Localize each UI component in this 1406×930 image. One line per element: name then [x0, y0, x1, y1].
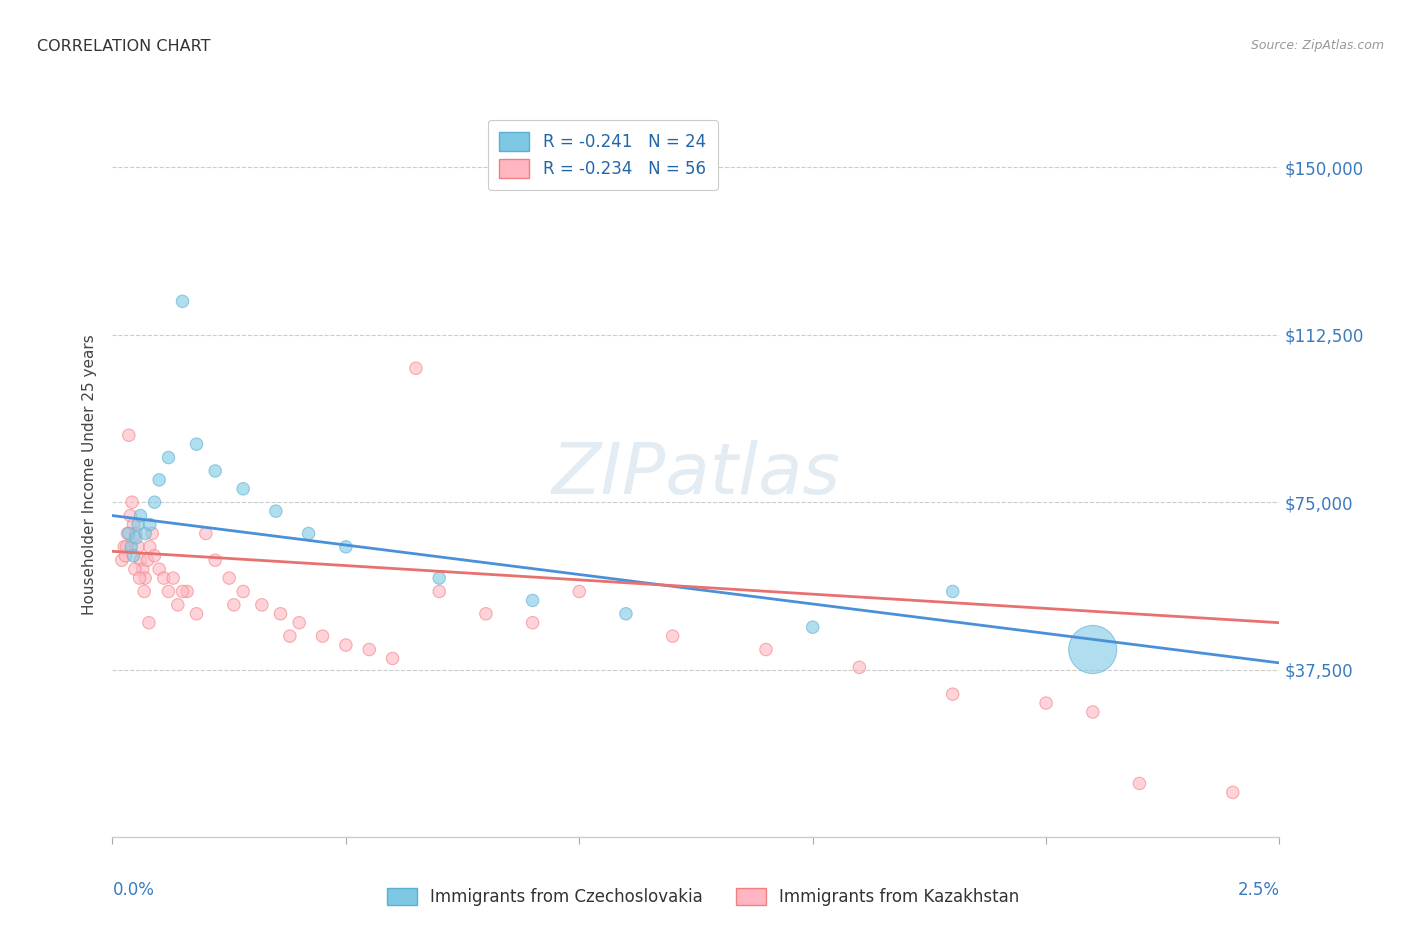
Point: [297, 526, 319, 541]
Point: [427, 584, 450, 599]
Point: [614, 606, 637, 621]
Point: [120, 508, 142, 523]
Point: [118, 526, 141, 541]
Point: [125, 526, 148, 541]
Text: 0.0%: 0.0%: [112, 881, 155, 898]
Point: [122, 549, 145, 564]
Text: 2.5%: 2.5%: [1237, 881, 1279, 898]
Point: [136, 552, 159, 567]
Point: [204, 463, 226, 478]
Point: [250, 597, 273, 612]
Point: [264, 504, 287, 519]
Point: [134, 571, 156, 586]
Point: [218, 571, 240, 586]
Point: [1081, 642, 1104, 657]
Point: [661, 629, 683, 644]
Point: [128, 571, 150, 586]
Point: [288, 616, 311, 631]
Point: [172, 584, 194, 599]
Legend: R = -0.241   N = 24, R = -0.234   N = 56: R = -0.241 N = 24, R = -0.234 N = 56: [488, 120, 717, 190]
Point: [143, 549, 166, 564]
Point: [138, 616, 160, 631]
Point: [232, 482, 254, 497]
Point: [278, 629, 301, 644]
Point: [311, 629, 333, 644]
Point: [122, 517, 145, 532]
Point: [143, 495, 166, 510]
Point: [475, 606, 498, 621]
Point: [1081, 705, 1104, 720]
Point: [335, 539, 357, 554]
Point: [232, 584, 254, 599]
Point: [139, 539, 162, 554]
Point: [157, 450, 180, 465]
Point: [522, 593, 544, 608]
Point: [194, 526, 217, 541]
Point: [801, 619, 824, 634]
Point: [121, 495, 143, 510]
Point: [148, 472, 170, 487]
Point: [427, 571, 450, 586]
Y-axis label: Householder Income Under 25 years: Householder Income Under 25 years: [82, 334, 97, 615]
Text: ZIPatlas: ZIPatlas: [551, 440, 841, 509]
Point: [112, 539, 135, 554]
Point: [124, 562, 146, 577]
Point: [204, 552, 226, 567]
Point: [405, 361, 427, 376]
Point: [148, 562, 170, 577]
Text: Source: ZipAtlas.com: Source: ZipAtlas.com: [1251, 39, 1385, 52]
Point: [335, 638, 357, 653]
Point: [127, 539, 149, 554]
Point: [139, 517, 162, 532]
Point: [118, 428, 141, 443]
Point: [186, 606, 208, 621]
Point: [134, 526, 156, 541]
Point: [127, 517, 149, 532]
Text: CORRELATION CHART: CORRELATION CHART: [37, 39, 209, 54]
Point: [222, 597, 245, 612]
Point: [120, 539, 142, 554]
Point: [381, 651, 404, 666]
Point: [1035, 696, 1057, 711]
Point: [141, 526, 163, 541]
Point: [1128, 776, 1150, 790]
Point: [162, 571, 184, 586]
Point: [117, 526, 139, 541]
Point: [134, 584, 156, 599]
Point: [115, 539, 138, 554]
Point: [186, 437, 208, 452]
Point: [942, 584, 965, 599]
Point: [132, 562, 155, 577]
Point: [270, 606, 292, 621]
Point: [114, 549, 136, 564]
Point: [522, 616, 544, 631]
Point: [157, 584, 180, 599]
Point: [129, 552, 152, 567]
Point: [176, 584, 198, 599]
Point: [942, 686, 965, 701]
Point: [359, 642, 381, 657]
Point: [111, 552, 134, 567]
Point: [848, 660, 870, 675]
Point: [166, 597, 188, 612]
Legend: Immigrants from Czechoslovakia, Immigrants from Kazakhstan: Immigrants from Czechoslovakia, Immigran…: [380, 881, 1026, 912]
Point: [1222, 785, 1244, 800]
Point: [153, 571, 176, 586]
Point: [568, 584, 591, 599]
Point: [172, 294, 194, 309]
Point: [129, 508, 152, 523]
Point: [125, 530, 148, 545]
Point: [755, 642, 778, 657]
